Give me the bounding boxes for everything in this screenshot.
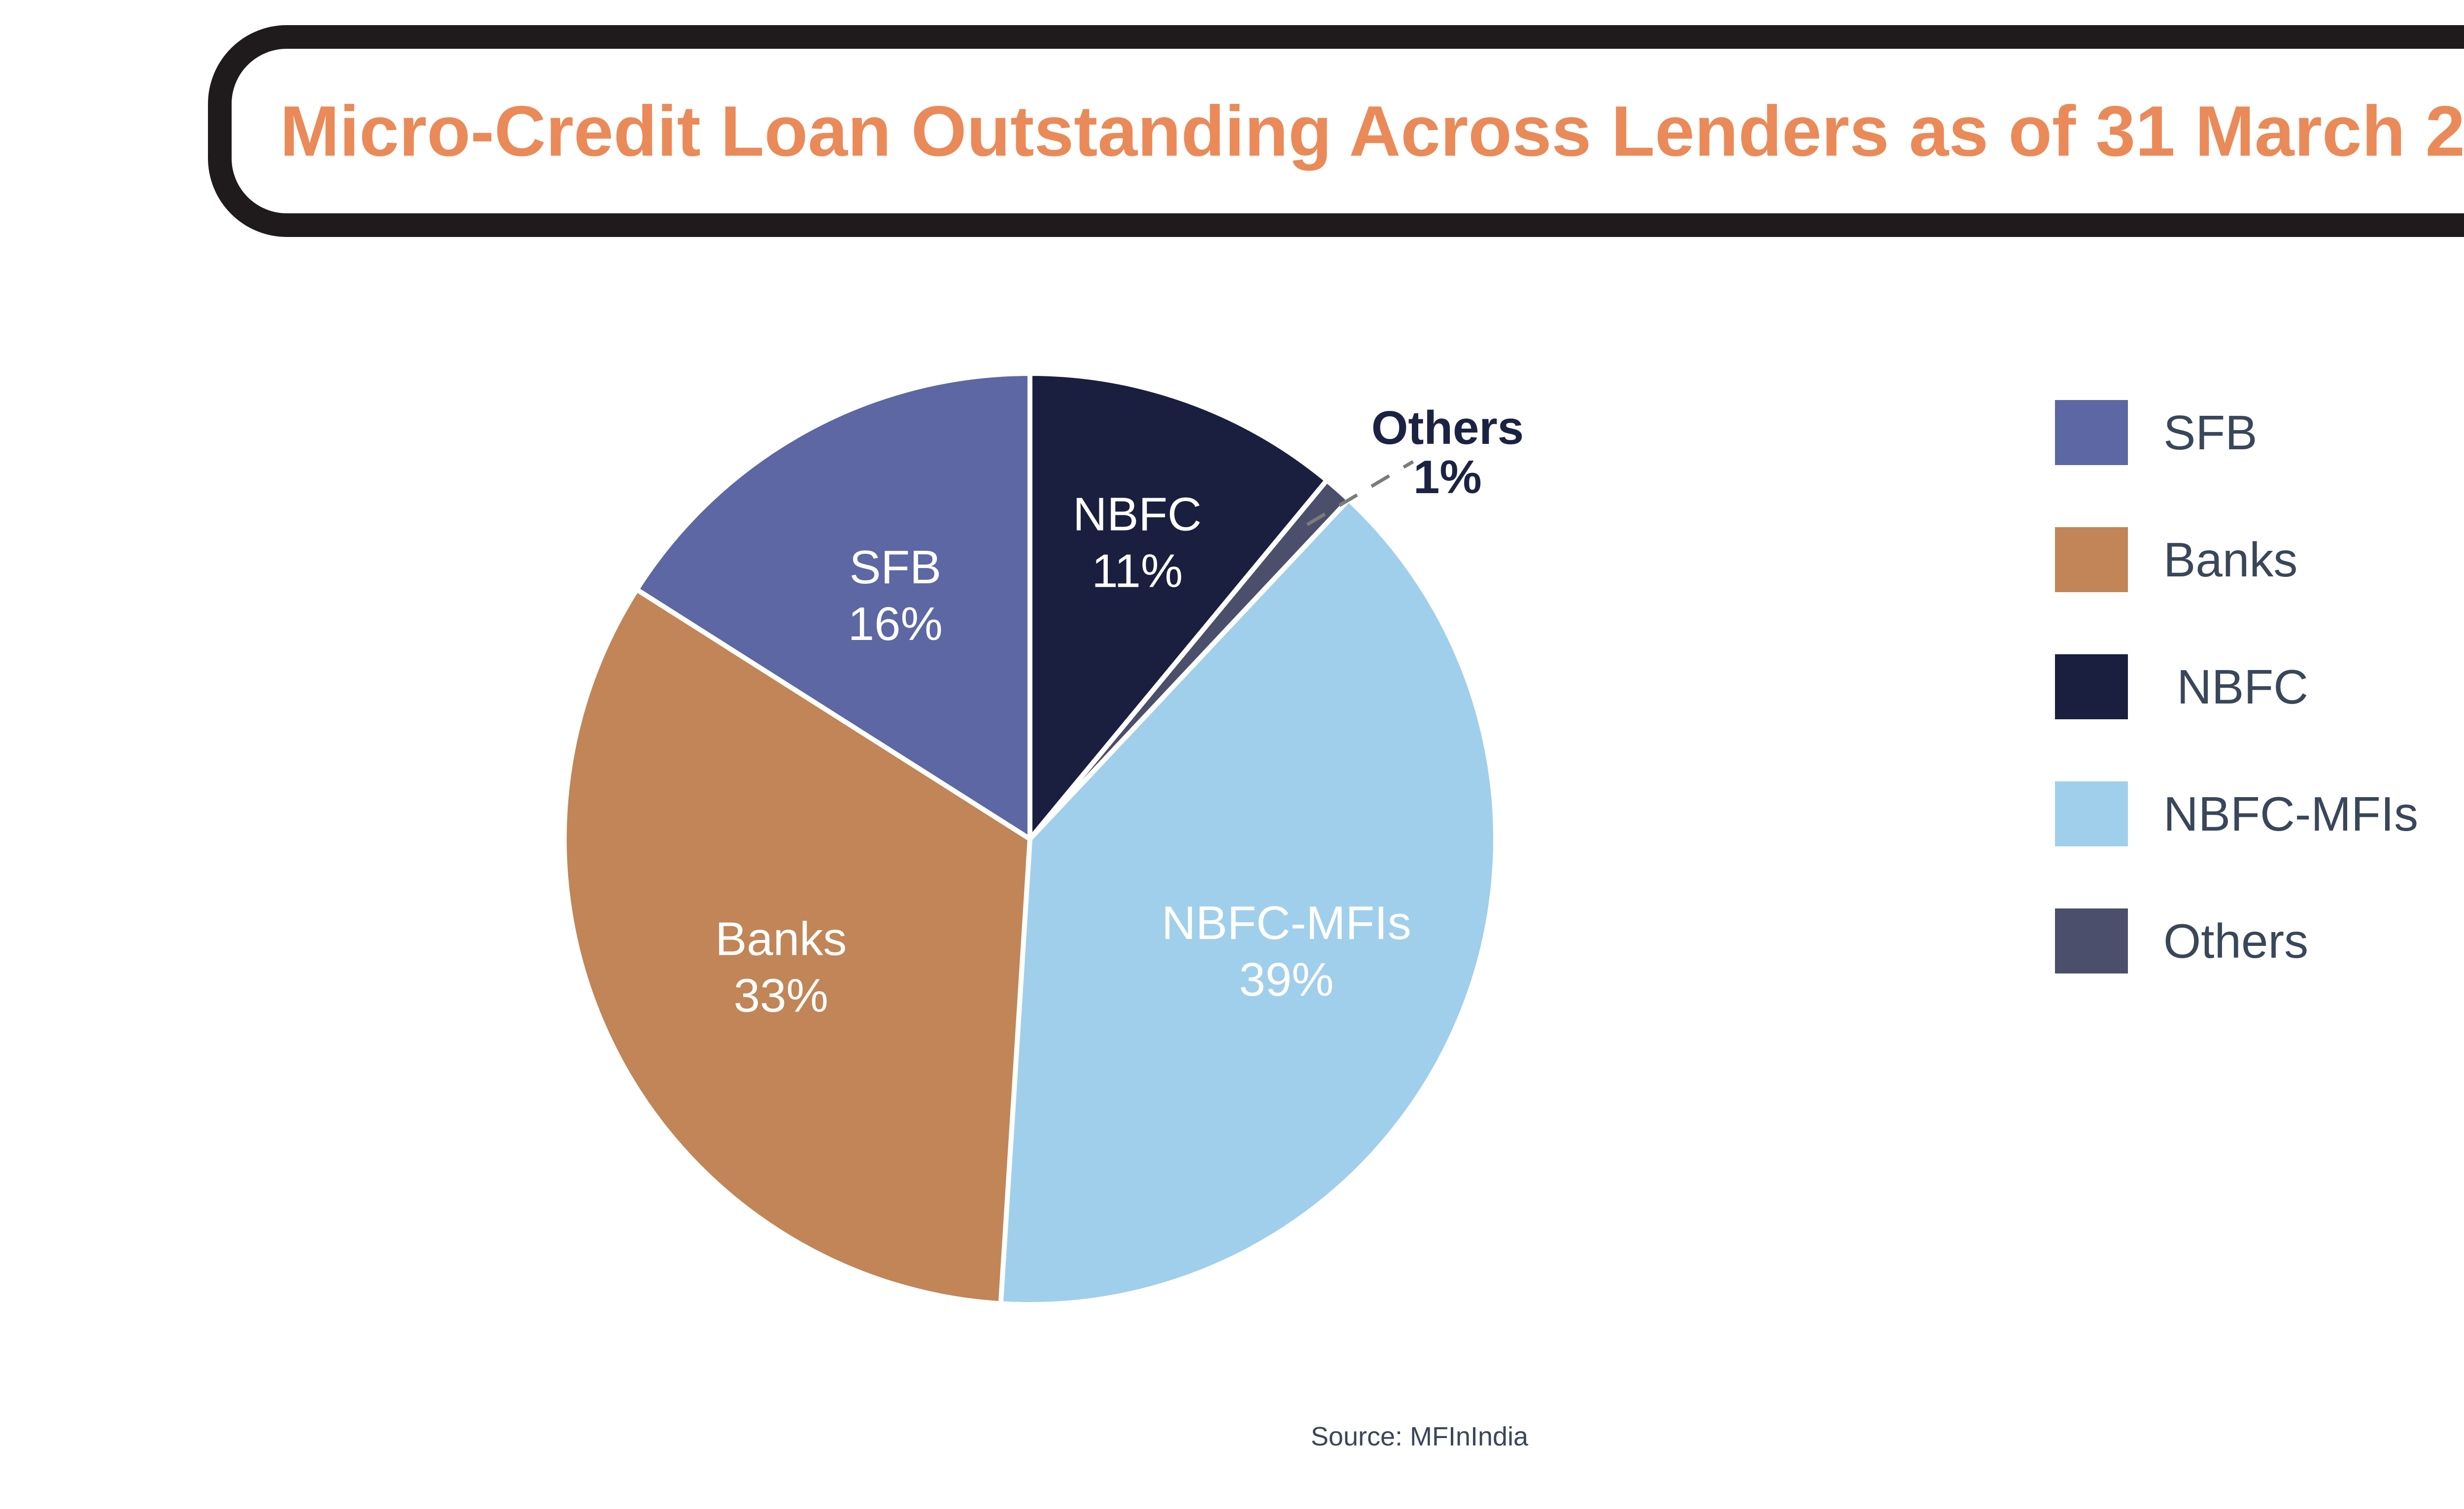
legend: SFB Banks NBFC NBFC-MFIs Others [2055, 400, 2418, 973]
pie-value-sfb: 16% [848, 598, 943, 650]
source-note: Source: MFInIndia [1310, 1422, 1529, 1451]
legend-swatch-nbfc-mfis [2055, 781, 2128, 846]
title-banner: Micro-Credit Loan Outstanding Across Len… [208, 25, 2464, 237]
legend-item-banks: Banks [2055, 527, 2418, 592]
pie-label-sfb: SFB [849, 541, 941, 594]
others-leader-line [1306, 460, 1414, 527]
legend-item-nbfc: NBFC [2055, 654, 2418, 719]
pie-label-banks: Banks [715, 912, 847, 965]
legend-swatch-nbfc [2055, 654, 2128, 719]
pie-value-others: 1% [1413, 451, 1482, 503]
pie-slice-nbfc-mfis [998, 497, 1498, 1307]
pie-slice-sfb [634, 371, 1032, 841]
legend-item-nbfc-mfis: NBFC-MFIs [2055, 781, 2418, 846]
legend-label-nbfc: NBFC [2163, 660, 2308, 714]
legend-swatch-sfb [2055, 400, 2128, 465]
pie-value-nbfc-mfis: 39% [1239, 953, 1334, 1006]
legend-label-others: Others [2163, 914, 2309, 968]
legend-item-sfb: SFB [2055, 400, 2418, 465]
pie-value-nbfc: 11% [1092, 544, 1183, 597]
legend-label-sfb: SFB [2163, 405, 2258, 460]
legend-item-others: Others [2055, 908, 2418, 973]
pie-value-banks: 33% [734, 969, 828, 1022]
legend-label-nbfc-mfis: NBFC-MFIs [2163, 787, 2419, 841]
pie-label-nbfc-mfis: NBFC-MFIs [1162, 897, 1411, 949]
legend-swatch-others [2055, 908, 2128, 973]
legend-label-banks: Banks [2163, 533, 2298, 587]
pie-label-others: Others [1371, 402, 1524, 454]
legend-swatch-banks [2055, 527, 2128, 592]
chart-title: Micro-Credit Loan Outstanding Across Len… [279, 91, 2464, 171]
pie-slice-nbfc [1027, 371, 1330, 841]
pie-label-nbfc: NBFC [1073, 488, 1201, 540]
